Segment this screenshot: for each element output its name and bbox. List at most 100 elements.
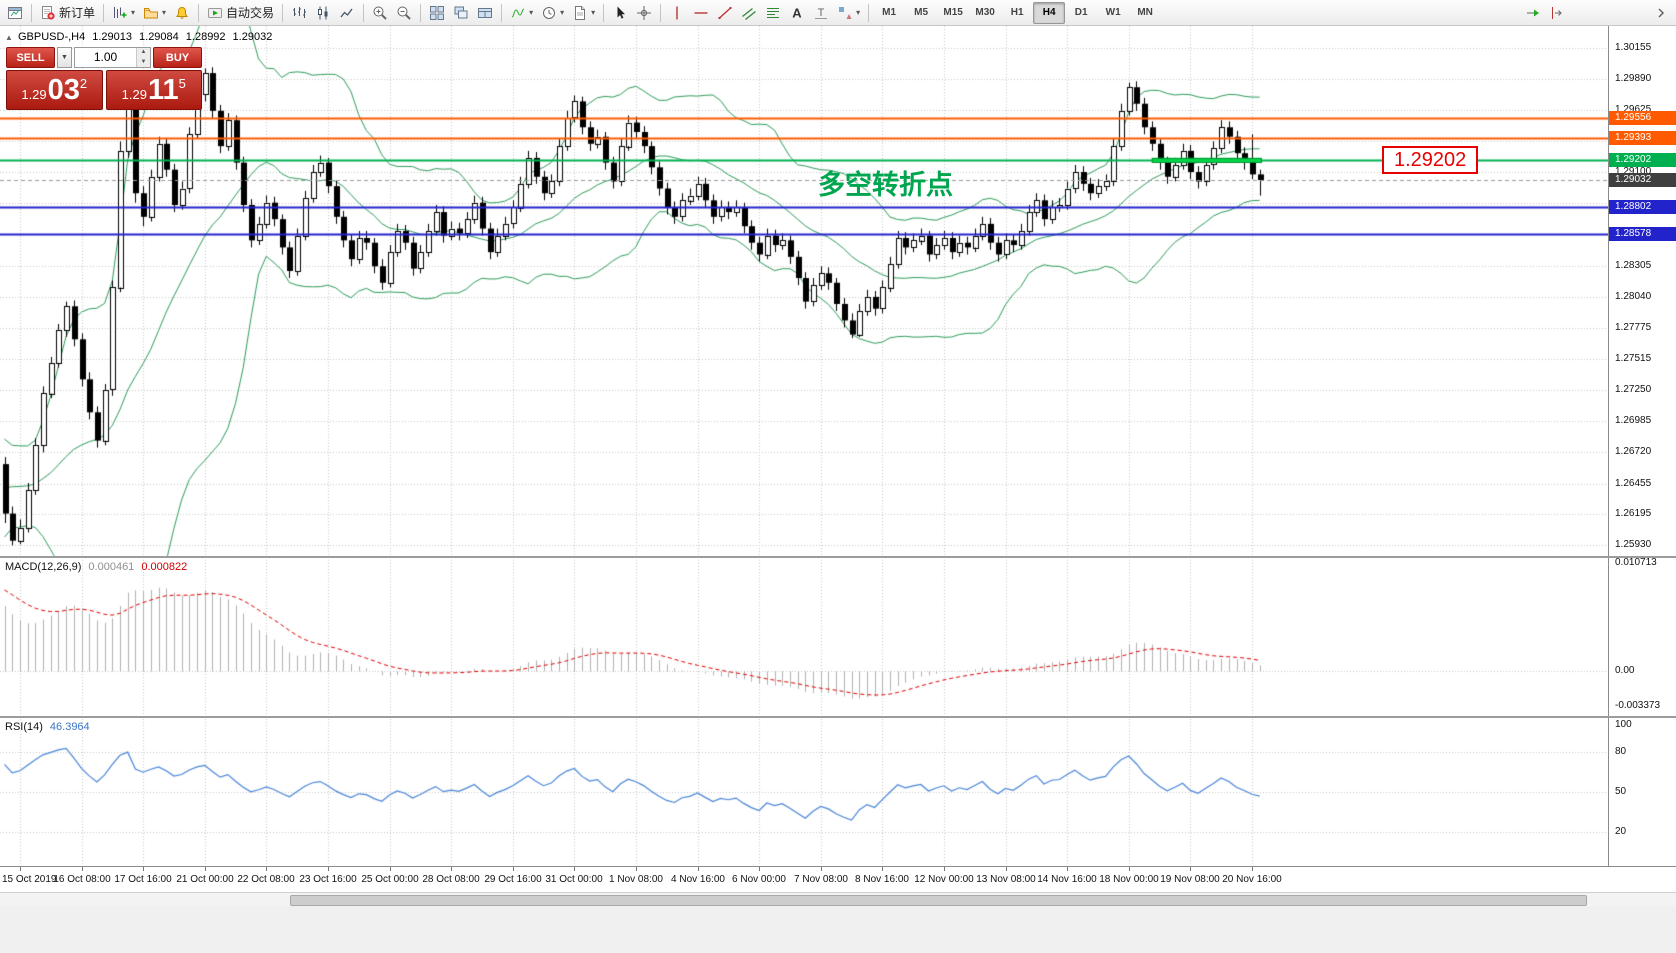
time-axis-label: 19 Nov 08:00 bbox=[1160, 874, 1220, 885]
svg-text:A: A bbox=[792, 5, 802, 20]
channel-button[interactable] bbox=[737, 1, 761, 25]
new-order-button[interactable]: 新订单 bbox=[36, 1, 99, 25]
text-icon: A bbox=[789, 5, 805, 21]
templates-button[interactable]: ▾ bbox=[568, 1, 599, 25]
time-axis-tick bbox=[1190, 867, 1191, 871]
timeframe-m1-button[interactable]: M1 bbox=[882, 7, 897, 18]
chart-window-icon bbox=[7, 5, 23, 21]
time-axis-tick bbox=[944, 867, 945, 871]
zoom-out-button[interactable] bbox=[392, 1, 416, 25]
label-icon: T bbox=[813, 5, 829, 21]
auto-scroll-icon bbox=[1525, 5, 1541, 21]
cursor-button[interactable] bbox=[608, 1, 632, 25]
chevron-down-icon: ▾ bbox=[131, 8, 136, 17]
auto-scroll-button[interactable] bbox=[1521, 1, 1545, 25]
time-axis-label: 18 Nov 00:00 bbox=[1099, 874, 1159, 885]
periods-button[interactable]: ▾ bbox=[537, 1, 568, 25]
buy-price-display[interactable]: 1.29 11 5 bbox=[105, 70, 202, 110]
volume-up-icon[interactable]: ▲ bbox=[137, 48, 150, 58]
volume-presets-dropdown[interactable]: ▼ bbox=[57, 47, 72, 68]
price-axis[interactable]: 1.30155 1.29890 1.29625 1.29100 1.28305 1.280… bbox=[1608, 26, 1676, 866]
cascade-windows-button[interactable] bbox=[449, 1, 473, 25]
volume-down-icon[interactable]: ▼ bbox=[137, 57, 150, 67]
price-axis-label: 1.27515 bbox=[1615, 352, 1652, 364]
timeframe-m30-button[interactable]: M30 bbox=[975, 7, 995, 18]
sell-button[interactable]: SELL bbox=[6, 47, 55, 68]
zoom-in-button[interactable] bbox=[368, 1, 392, 25]
tile-windows-button[interactable] bbox=[425, 1, 449, 25]
toolbar-overflow-button[interactable] bbox=[1649, 1, 1673, 25]
chevron-down-icon: ▾ bbox=[856, 8, 861, 17]
autotrading-button[interactable]: 自动交易 bbox=[203, 1, 278, 25]
time-axis-tick bbox=[759, 867, 760, 871]
macd-main-value: 0.000461 bbox=[88, 561, 135, 573]
vertical-line-button[interactable] bbox=[665, 1, 689, 25]
time-axis-label: 15 Oct 2019 bbox=[2, 874, 57, 885]
toolbar-separator bbox=[868, 3, 870, 22]
timeframe-h1-button[interactable]: H1 bbox=[1010, 7, 1024, 18]
price-axis-label: 1.27250 bbox=[1615, 383, 1652, 395]
volume-value: 1.00 bbox=[93, 50, 118, 64]
crosshair-button[interactable] bbox=[632, 1, 656, 25]
time-axis[interactable]: 15 Oct 2019 16 Oct 08:00 17 Oct 16:00 21 Oc… bbox=[0, 866, 1676, 892]
bid-big-digits: 03 bbox=[47, 73, 80, 106]
arrange-windows-button[interactable] bbox=[473, 1, 497, 25]
alerts-button[interactable] bbox=[170, 1, 194, 25]
volume-input[interactable]: 1.00 ▲ ▼ bbox=[74, 47, 151, 68]
price-axis-label: 1.29100 bbox=[1615, 166, 1652, 178]
new-chart-icon bbox=[112, 5, 128, 21]
indicators-button[interactable]: ▾ bbox=[506, 1, 537, 25]
chart-window-button[interactable] bbox=[3, 1, 27, 25]
chart-canvas[interactable] bbox=[0, 26, 1608, 866]
fibonacci-button[interactable] bbox=[761, 1, 785, 25]
bar-chart-icon bbox=[291, 5, 307, 21]
chart-shift-button[interactable] bbox=[1545, 1, 1569, 25]
text-button[interactable]: A bbox=[785, 1, 809, 25]
ohlc-close: 1.29032 bbox=[232, 31, 273, 43]
time-axis-label: 17 Oct 16:00 bbox=[114, 874, 172, 885]
scrollbar-thumb[interactable] bbox=[290, 895, 1587, 906]
time-axis-tick bbox=[821, 867, 822, 871]
time-axis-label: 13 Nov 08:00 bbox=[976, 874, 1036, 885]
autotrading-button-label: 自动交易 bbox=[226, 6, 275, 20]
volume-stepper: ▲ ▼ bbox=[136, 48, 150, 67]
buy-button[interactable]: BUY bbox=[153, 47, 202, 68]
time-axis-label: 8 Nov 16:00 bbox=[855, 874, 909, 885]
time-axis-label: 21 Oct 00:00 bbox=[176, 874, 234, 885]
time-axis-tick bbox=[574, 867, 575, 871]
profiles-button[interactable]: ▾ bbox=[139, 1, 170, 25]
new-chart-button[interactable]: ▾ bbox=[108, 1, 139, 25]
timeframe-d1-button[interactable]: D1 bbox=[1074, 7, 1088, 18]
timeframe-m15-button[interactable]: M15 bbox=[943, 7, 963, 18]
time-axis-tick bbox=[82, 867, 83, 871]
macd-panel-splitter[interactable] bbox=[0, 556, 1676, 558]
new-order-icon bbox=[40, 5, 56, 21]
time-axis-tick bbox=[698, 867, 699, 871]
bar-chart-button[interactable] bbox=[287, 1, 311, 25]
ask-big-digits: 11 bbox=[147, 73, 179, 106]
rsi-axis-label: 100 bbox=[1615, 718, 1632, 730]
horizontal-line-button[interactable] bbox=[689, 1, 713, 25]
timeframe-mn-button[interactable]: MN bbox=[1137, 7, 1153, 18]
ohlc-low: 1.28992 bbox=[185, 31, 226, 43]
price-flag-label[interactable]: 1.29202 bbox=[1382, 146, 1479, 174]
timeframe-h4-button[interactable]: H4 bbox=[1033, 1, 1066, 24]
rsi-panel-splitter[interactable] bbox=[0, 716, 1676, 718]
sell-price-display[interactable]: 1.29 03 2 bbox=[6, 70, 103, 110]
one-click-toggle[interactable]: ▲ bbox=[5, 33, 13, 42]
symbol-info: GBPUSD-,H4 1.29013 1.29084 1.28992 1.29032 bbox=[18, 31, 279, 43]
annotation-text[interactable]: 多空转折点 bbox=[818, 170, 953, 200]
trendline-button[interactable] bbox=[713, 1, 737, 25]
candlestick-chart-button[interactable] bbox=[311, 1, 335, 25]
time-axis-label: 7 Nov 08:00 bbox=[794, 874, 848, 885]
line-chart-button[interactable] bbox=[335, 1, 359, 25]
macd-signal-value: 0.000822 bbox=[141, 561, 188, 573]
price-axis-label: 1.28040 bbox=[1615, 290, 1652, 302]
toolbar-separator bbox=[660, 3, 662, 22]
text-label-button[interactable]: T bbox=[809, 1, 833, 25]
timeframe-w1-button[interactable]: W1 bbox=[1105, 7, 1121, 18]
shapes-button[interactable]: ▾ bbox=[833, 1, 864, 25]
horizontal-scrollbar[interactable] bbox=[0, 892, 1676, 906]
timeframe-m5-button[interactable]: M5 bbox=[914, 7, 929, 18]
chevron-down-icon: ▾ bbox=[162, 8, 167, 17]
